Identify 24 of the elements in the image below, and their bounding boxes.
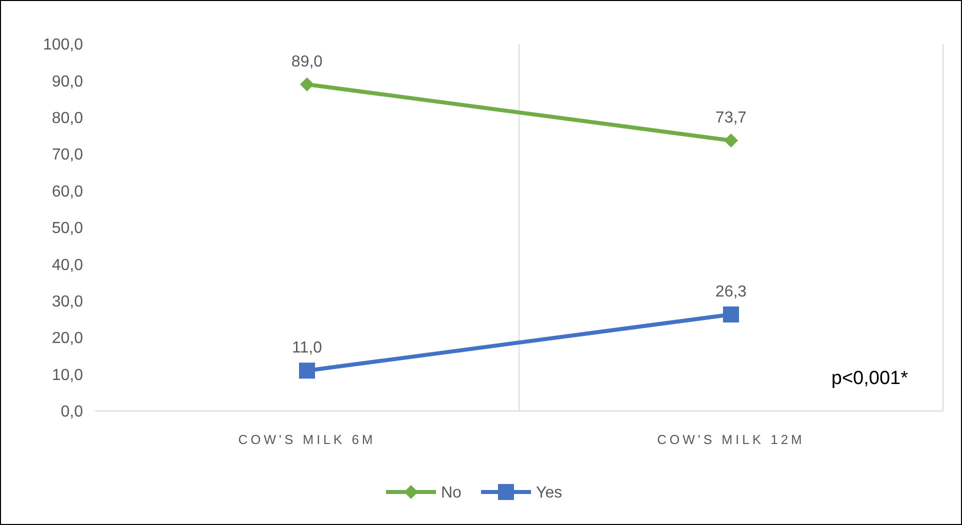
- point: [299, 362, 315, 379]
- y-tick-label: 30,0: [52, 294, 84, 310]
- y-tick-label: 80,0: [52, 110, 84, 127]
- y-tick-label: 10,0: [52, 366, 84, 384]
- point: [723, 306, 739, 322]
- annotation: p<0,001*: [831, 368, 909, 389]
- x-tick-label: COW'S MILK 12M: [657, 432, 805, 447]
- y-tick-label: 20,0: [52, 330, 84, 348]
- data-label: 11,0: [292, 340, 322, 357]
- legend-label: Yes: [536, 484, 562, 502]
- y-tick-label: 100,0: [42, 36, 84, 54]
- y-tick-label: 70,0: [52, 146, 84, 164]
- point: [724, 134, 738, 148]
- y-tick-label: 90,0: [52, 73, 84, 90]
- point: [300, 77, 314, 92]
- legend-label: No: [441, 484, 462, 502]
- y-tick-label: 50,0: [52, 220, 84, 238]
- data-label: 89,0: [291, 53, 323, 70]
- y-tick-label: 0,0: [60, 404, 84, 421]
- data-label: 26,3: [715, 283, 747, 300]
- x-tick-label: COW'S MILK 6M: [238, 432, 376, 447]
- y-tick-label: 60,0: [52, 183, 84, 200]
- y-tick-label: 40,0: [52, 256, 84, 274]
- data-label: 73,7: [715, 110, 747, 127]
